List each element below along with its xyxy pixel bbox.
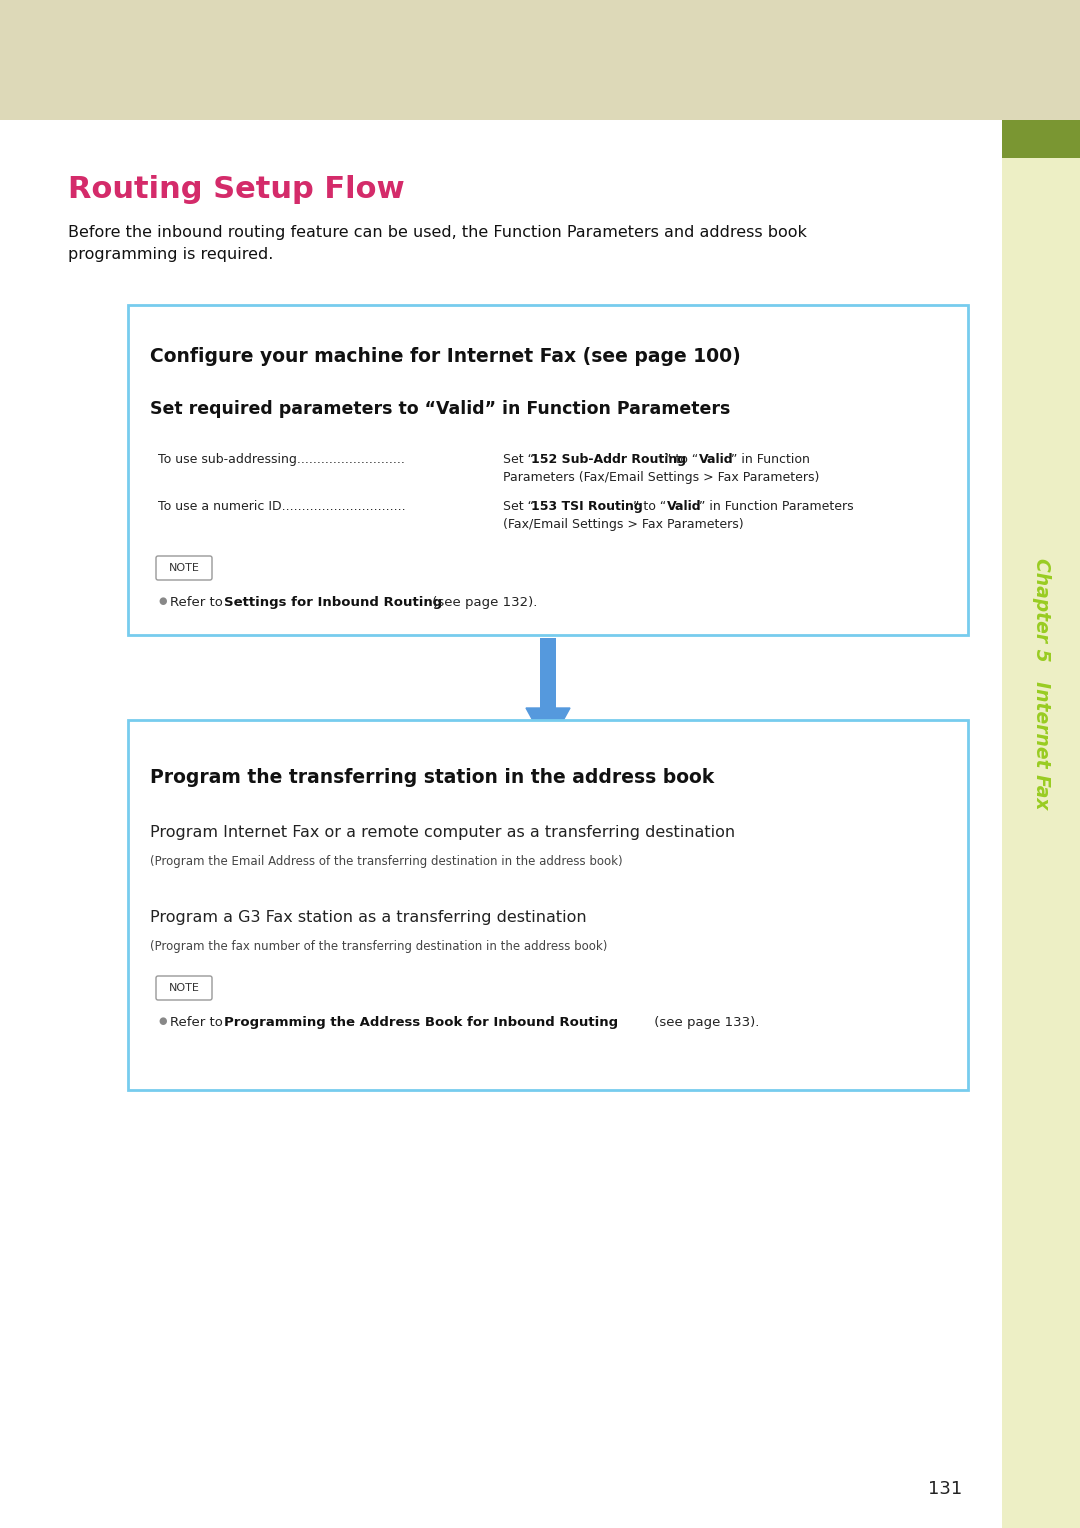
FancyBboxPatch shape [0,0,1080,121]
Text: NOTE: NOTE [168,562,200,573]
Text: ” in Function Parameters: ” in Function Parameters [699,500,853,513]
Text: programming is required.: programming is required. [68,248,273,261]
Text: Program the transferring station in the address book: Program the transferring station in the … [150,769,714,787]
Text: 153 TSI Routing: 153 TSI Routing [531,500,643,513]
FancyBboxPatch shape [1002,121,1080,157]
FancyBboxPatch shape [156,976,212,999]
Polygon shape [526,707,570,749]
Text: Set “: Set “ [503,452,534,466]
Text: To use sub-addressing...........................: To use sub-addressing...................… [158,452,405,466]
Text: To use a numeric ID...............................: To use a numeric ID.....................… [158,500,406,513]
Text: (Program the Email Address of the transferring destination in the address book): (Program the Email Address of the transf… [150,856,623,868]
FancyBboxPatch shape [0,121,1002,1528]
Text: (Fax/Email Settings > Fax Parameters): (Fax/Email Settings > Fax Parameters) [503,518,744,532]
Text: ” in Function: ” in Function [731,452,810,466]
Text: Program a G3 Fax station as a transferring destination: Program a G3 Fax station as a transferri… [150,911,586,924]
Text: Parameters (Fax/Email Settings > Fax Parameters): Parameters (Fax/Email Settings > Fax Par… [503,471,820,484]
Text: ●: ● [158,1016,166,1025]
Text: Before the inbound routing feature can be used, the Function Parameters and addr: Before the inbound routing feature can b… [68,225,807,240]
Text: Settings for Inbound Routing: Settings for Inbound Routing [224,596,442,610]
Text: Program Internet Fax or a remote computer as a transferring destination: Program Internet Fax or a remote compute… [150,825,735,840]
Text: 152 Sub-Addr Routing: 152 Sub-Addr Routing [531,452,686,466]
Text: Valid: Valid [667,500,702,513]
Text: Programming the Address Book for Inbound Routing: Programming the Address Book for Inbound… [224,1016,618,1028]
Text: NOTE: NOTE [168,983,200,993]
Text: (see page 133).: (see page 133). [650,1016,759,1028]
FancyBboxPatch shape [1002,121,1080,1528]
Text: ” to “: ” to “ [665,452,699,466]
Text: Configure your machine for Internet Fax (see page 100): Configure your machine for Internet Fax … [150,347,741,367]
FancyBboxPatch shape [129,306,968,636]
Text: Refer to: Refer to [170,596,227,610]
FancyBboxPatch shape [540,639,556,707]
Text: Set required parameters to “Valid” in Function Parameters: Set required parameters to “Valid” in Fu… [150,400,730,419]
FancyBboxPatch shape [156,556,212,581]
Text: ●: ● [158,596,166,607]
Text: (see page 132).: (see page 132). [428,596,538,610]
Text: 131: 131 [928,1481,962,1497]
Text: Set “: Set “ [503,500,534,513]
Text: Refer to: Refer to [170,1016,227,1028]
Text: (Program the fax number of the transferring destination in the address book): (Program the fax number of the transferr… [150,940,607,953]
Text: ” to “: ” to “ [633,500,666,513]
Text: Valid: Valid [699,452,733,466]
Text: Chapter 5   Internet Fax: Chapter 5 Internet Fax [1031,558,1051,810]
FancyBboxPatch shape [129,720,968,1089]
Text: Routing Setup Flow: Routing Setup Flow [68,176,405,205]
